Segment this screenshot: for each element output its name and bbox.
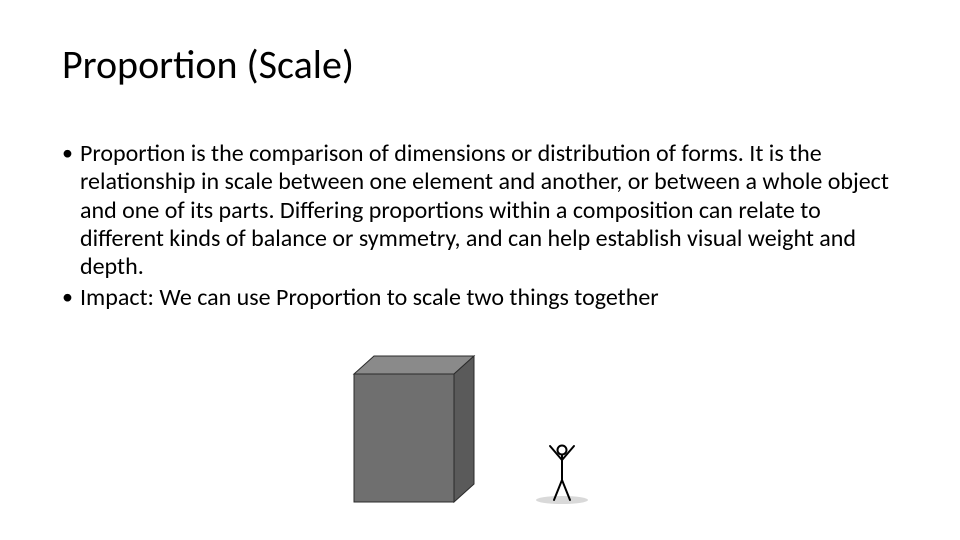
bullet-text: Proportion is the comparison of dimensio… — [80, 140, 902, 282]
slide: Proportion (Scale) • Proportion is the c… — [0, 0, 960, 540]
proportion-svg — [330, 350, 630, 520]
bullet-marker-icon: • — [62, 284, 80, 310]
bullet-item: • Impact: We can use Proportion to scale… — [62, 284, 902, 312]
proportion-figure — [330, 350, 630, 520]
bullet-marker-icon: • — [62, 140, 80, 166]
slide-body: • Proportion is the comparison of dimens… — [62, 140, 902, 314]
slide-title: Proportion (Scale) — [62, 40, 354, 89]
bullet-text: Impact: We can use Proportion to scale t… — [80, 284, 902, 312]
bullet-item: • Proportion is the comparison of dimens… — [62, 140, 902, 282]
